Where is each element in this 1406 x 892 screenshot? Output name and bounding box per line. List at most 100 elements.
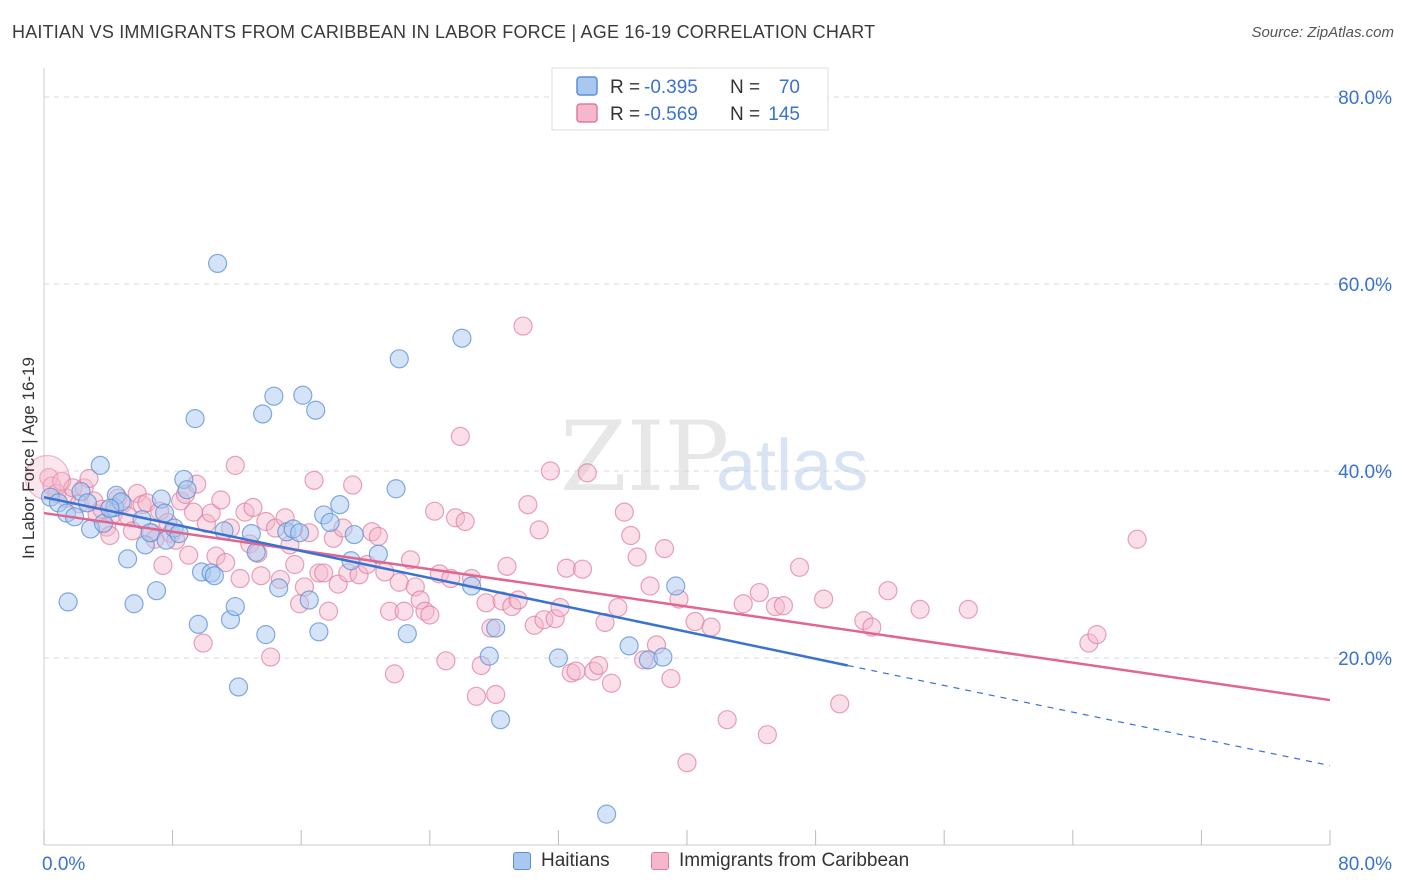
- data-point-caribbean: [216, 553, 236, 573]
- data-point-caribbean: [518, 495, 538, 515]
- trend-line-haitians-extension: [847, 664, 1331, 767]
- data-point-haitians: [228, 677, 249, 697]
- data-point-haitians: [58, 592, 78, 612]
- data-point-caribbean: [608, 597, 628, 618]
- legend-n-label: N =: [730, 77, 760, 98]
- y-tick-label: 20.0%: [1338, 649, 1392, 670]
- data-point-caribbean: [717, 710, 737, 730]
- data-point-caribbean: [566, 661, 586, 681]
- data-point-haitians: [397, 624, 417, 644]
- data-point-caribbean: [627, 547, 647, 567]
- data-point-caribbean: [368, 526, 388, 547]
- legend-r-value: -0.569: [644, 104, 698, 125]
- legend-swatch-caribbean: [651, 852, 669, 870]
- legend-label-caribbean: Immigrants from Caribbean: [679, 850, 910, 871]
- legend-r-value: -0.395: [644, 77, 698, 98]
- data-point-caribbean: [314, 563, 334, 583]
- data-point-caribbean: [309, 563, 329, 583]
- data-point-haitians: [597, 804, 617, 824]
- data-point-haitians: [344, 524, 364, 545]
- data-point-caribbean: [497, 556, 517, 576]
- data-point-haitians: [90, 455, 110, 475]
- axes-layer: [43, 68, 1331, 846]
- series-immigrants-from-caribbean: [24, 316, 1147, 773]
- legend-item-caribbean[interactable]: Immigrants from Caribbean: [651, 850, 909, 872]
- data-point-haitians: [479, 646, 499, 666]
- legend-top: R = -0.395 N = 70 R = -0.569 N = 145: [551, 67, 829, 131]
- y-tick-label: 60.0%: [1338, 275, 1392, 296]
- data-point-caribbean: [230, 568, 250, 589]
- data-point-caribbean: [445, 508, 466, 528]
- data-point-caribbean: [765, 596, 786, 617]
- data-point-caribbean: [878, 581, 898, 601]
- legend-label-haitians: Haitians: [541, 850, 610, 871]
- data-point-haitians: [208, 253, 228, 274]
- data-point-caribbean: [410, 590, 430, 610]
- data-point-caribbean: [749, 582, 769, 603]
- data-point-caribbean: [384, 664, 405, 684]
- data-point-haitians: [386, 479, 406, 499]
- data-point-caribbean: [1087, 625, 1107, 645]
- legend-swatch-haitians: [513, 852, 531, 870]
- data-point-caribbean: [685, 611, 705, 632]
- data-point-haitians: [225, 596, 245, 617]
- data-point-haitians: [299, 590, 319, 610]
- data-point-haitians: [124, 594, 144, 614]
- data-point-haitians: [486, 618, 506, 638]
- legend-bottom: Haitians Immigrants from Caribbean: [0, 850, 1406, 878]
- y-tick-label: 80.0%: [1338, 88, 1392, 109]
- data-point-caribbean: [394, 601, 414, 621]
- data-point-caribbean: [577, 463, 597, 483]
- data-point-caribbean: [640, 576, 660, 596]
- data-point-haitians: [330, 495, 350, 515]
- data-point-haitians: [490, 710, 511, 730]
- data-point-caribbean: [757, 725, 777, 745]
- data-point-caribbean: [486, 684, 506, 705]
- data-point-caribbean: [476, 593, 496, 613]
- data-point-caribbean: [343, 475, 363, 495]
- data-point-caribbean: [251, 566, 271, 586]
- data-point-caribbean: [773, 596, 794, 616]
- data-point-haitians: [548, 648, 569, 668]
- data-point-caribbean: [545, 609, 565, 629]
- data-point-haitians: [264, 386, 284, 406]
- legend-item-haitians[interactable]: Haitians: [513, 850, 610, 872]
- data-point-caribbean: [256, 511, 276, 532]
- data-point-haitians: [269, 578, 289, 598]
- legend-n-value: 70: [779, 77, 800, 98]
- x-tick-label: 0.0%: [42, 854, 85, 875]
- series-haitians: [40, 253, 686, 824]
- data-point-haitians: [146, 581, 167, 601]
- data-point-caribbean: [661, 668, 681, 689]
- data-point-caribbean: [677, 753, 697, 773]
- data-point-haitians: [185, 409, 205, 429]
- data-point-haitians: [177, 480, 197, 500]
- grid-layer: [44, 96, 1392, 659]
- data-point-caribbean: [524, 615, 544, 635]
- data-point-caribbean: [701, 617, 721, 637]
- source-label: Source: ZipAtlas.com: [1251, 24, 1394, 41]
- data-point-caribbean: [1127, 529, 1147, 549]
- watermark: ZIP atlas: [560, 401, 868, 513]
- data-point-haitians: [389, 349, 409, 369]
- data-point-caribbean: [508, 590, 528, 610]
- data-point-caribbean: [243, 497, 263, 518]
- data-point-caribbean: [436, 651, 456, 671]
- data-point-caribbean: [466, 686, 487, 706]
- data-point-caribbean: [304, 470, 324, 490]
- data-point-caribbean: [285, 554, 305, 575]
- data-point-caribbean: [513, 316, 533, 336]
- data-point-caribbean: [455, 511, 475, 532]
- data-point-caribbean: [814, 589, 834, 609]
- data-point-haitians: [306, 400, 326, 420]
- data-point-haitians: [253, 404, 273, 424]
- data-point-haitians: [154, 503, 175, 523]
- data-point-caribbean: [389, 572, 409, 592]
- data-point-caribbean: [556, 558, 577, 578]
- data-point-caribbean: [380, 601, 400, 621]
- data-point-caribbean: [654, 539, 675, 559]
- data-point-haitians: [289, 523, 310, 543]
- data-point-caribbean: [588, 655, 609, 676]
- data-point-caribbean: [621, 525, 641, 546]
